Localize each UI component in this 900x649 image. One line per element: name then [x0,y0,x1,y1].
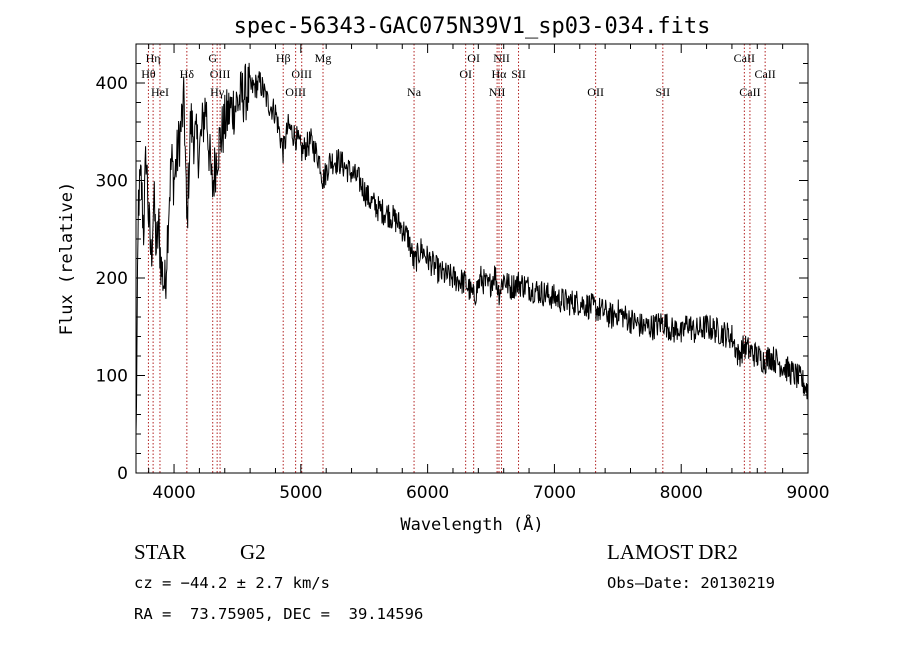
coordinates: RA = 73.75905, DEC = 39.14596 [134,605,424,623]
line-label: SII [655,85,670,99]
x-tick-label: 9000 [786,483,829,503]
line-label: Hη [146,51,161,65]
line-label: Hθ [141,67,156,81]
redshift-velocity: cz = −44.2 ± 2.7 km/s [134,574,330,592]
y-tick-label: 0 [117,464,128,484]
x-axis-label: Wavelength (Å) [400,513,543,535]
plot-frame [135,43,809,474]
line-label: OI [467,51,480,65]
line-label: Hβ [276,51,291,65]
line-label: NII [493,51,510,65]
line-label: G [208,51,217,65]
line-label: CaII [734,51,755,65]
line-label: Mg [315,51,332,65]
line-label: CaII [754,67,775,81]
object-class: STAR [134,540,186,564]
y-tick-label: 100 [96,367,128,387]
y-tick-label: 300 [96,172,128,192]
x-tick-label: 7000 [533,483,576,503]
line-label: OIII [285,85,306,99]
x-tick-label: 8000 [660,483,703,503]
observation-date: Obs–Date: 20130219 [607,574,775,592]
line-label: HeI [151,85,169,99]
spectral-subclass: G2 [240,540,266,564]
line-label: CaII [739,85,760,99]
chart-title: spec-56343-GAC075N39V1_sp03-034.fits [234,14,711,39]
y-tick-label: 200 [96,269,128,289]
x-tick-label: 4000 [152,483,195,503]
x-tick-label: 6000 [406,483,449,503]
line-label: OIII [210,67,231,81]
y-tick-label: 400 [96,74,128,94]
line-label: NII [489,85,506,99]
line-label: OI [459,67,472,81]
x-tick-label: 5000 [279,483,322,503]
line-label: OII [587,85,604,99]
spectrum-line [135,62,809,435]
line-label: SII [511,67,526,81]
line-label: OIII [291,67,312,81]
line-label: Na [407,85,422,99]
line-label: Hδ [180,67,195,81]
line-label: Hγ [210,85,225,99]
y-axis-label: Flux (relative) [57,182,77,336]
survey-name: LAMOST DR2 [607,540,738,564]
line-label: Hα [492,67,508,81]
